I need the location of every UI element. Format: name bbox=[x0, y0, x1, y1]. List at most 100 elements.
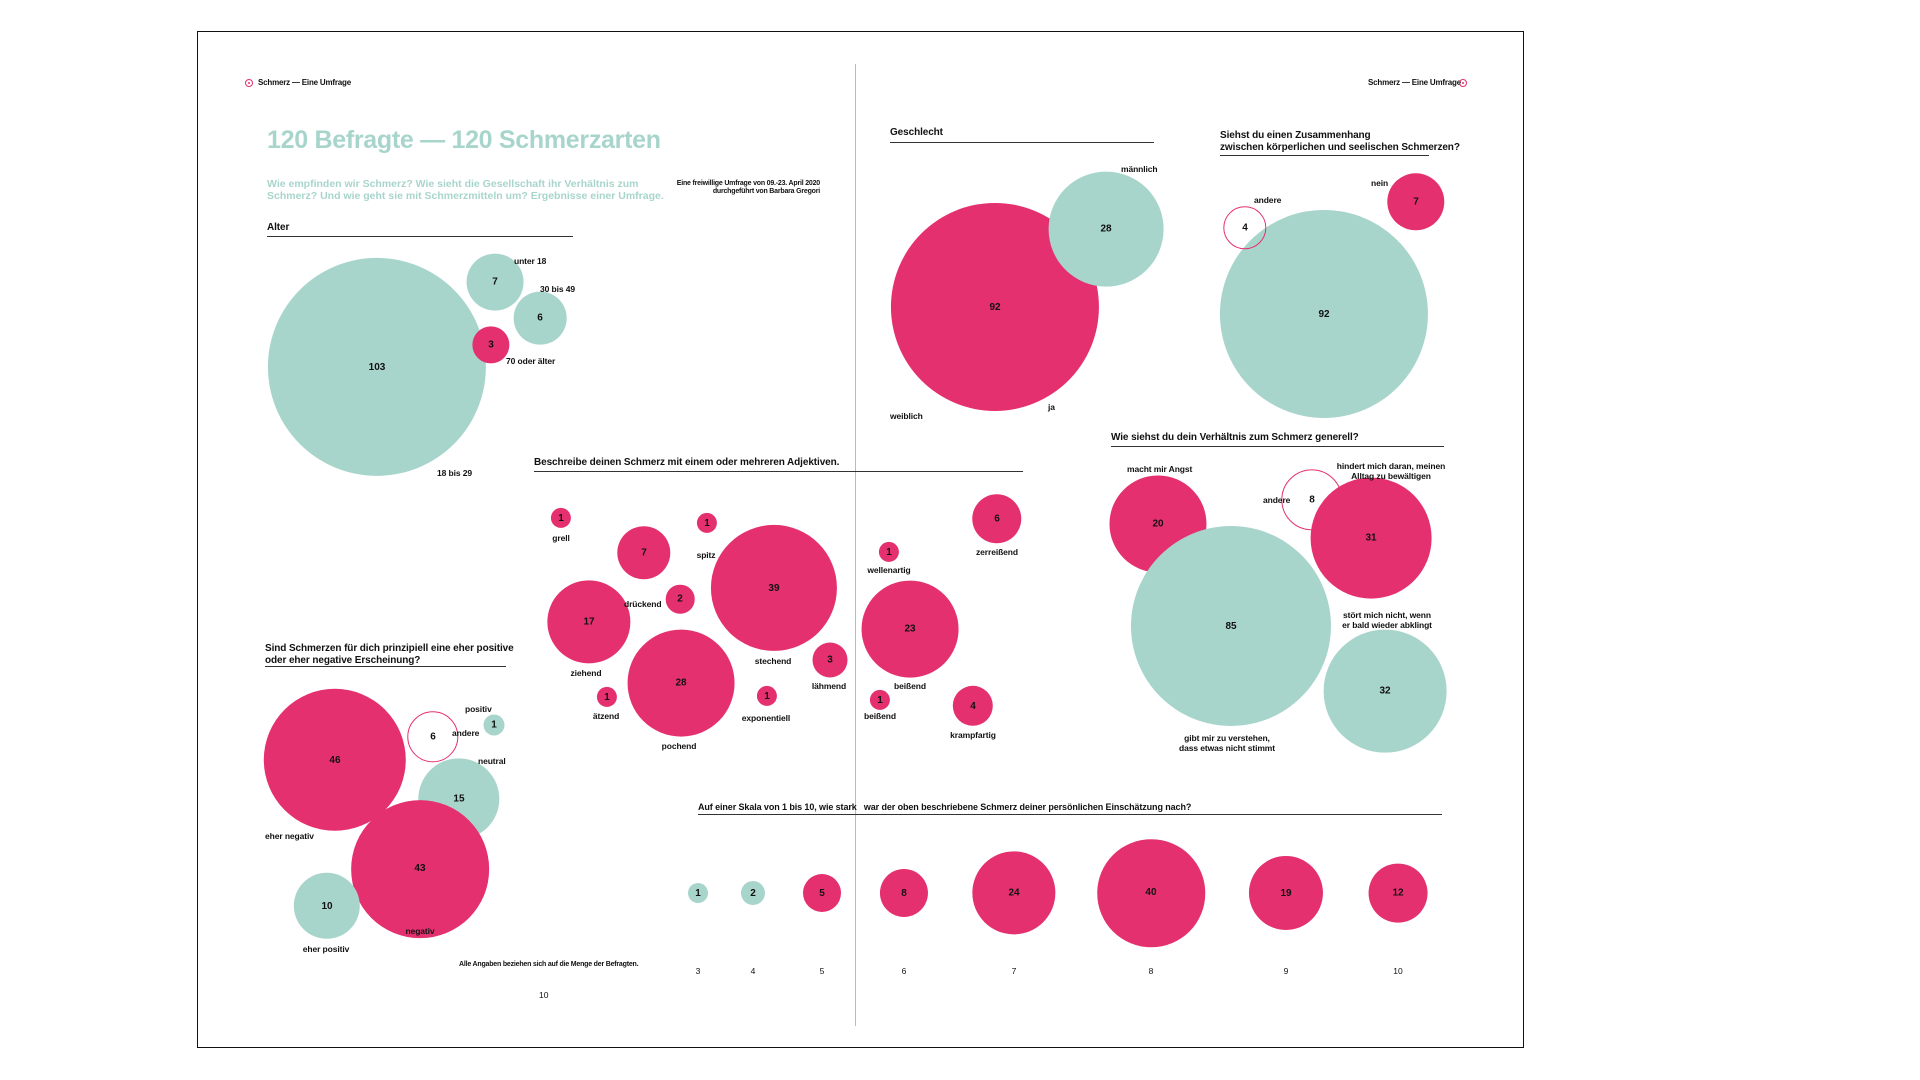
bubble-adjektive-exponentiell: 1 bbox=[756, 685, 778, 707]
bubble-label: andere bbox=[452, 728, 480, 738]
bubble-value: 17 bbox=[583, 616, 595, 628]
bubble-value: 1 bbox=[704, 517, 710, 529]
bubble-adjektive-ziehend: 17 bbox=[547, 580, 631, 664]
alter-title: Alter bbox=[267, 222, 290, 233]
bubble-adjektive-lähmend: 3 bbox=[812, 642, 848, 678]
scale-tick-label: 10 bbox=[1393, 966, 1403, 976]
bubble-value: 43 bbox=[414, 863, 426, 875]
bubble-positiv-negativ-negativ: 43 bbox=[351, 800, 489, 938]
bubble-label: ziehend bbox=[570, 668, 602, 678]
lead-text: Wie empfinden wir Schmerz? Wie sieht die… bbox=[267, 178, 664, 202]
running-title-left: Schmerz — Eine Umfrage bbox=[258, 78, 351, 87]
bubble-label: pochend bbox=[661, 741, 697, 751]
bubble-value: 28 bbox=[675, 677, 687, 689]
bubble-skala-3: 1 bbox=[688, 883, 708, 903]
bubble-alter-70: 3 bbox=[472, 326, 510, 364]
bubble-label-line1: hindert mich daran, meinen bbox=[1336, 461, 1446, 471]
bubble-adjektive-drückend: 7 bbox=[617, 526, 671, 580]
survey-note-line2: durchgeführt von Barbara Gregori bbox=[712, 188, 820, 195]
bubble-label: zerreißend bbox=[976, 547, 1018, 557]
bubble-label: andere bbox=[1263, 495, 1291, 505]
bubble-label: stört mich nicht, wenn er bald wieder ab… bbox=[1342, 610, 1432, 630]
bubble-value: 31 bbox=[1365, 532, 1377, 544]
bubble-adjektive-ätzend: 1 bbox=[596, 686, 618, 708]
bubble-skala-5: 5 bbox=[803, 874, 841, 912]
bubble-label: stechend bbox=[754, 656, 792, 666]
bubble-verhaeltnis-stört: 32 bbox=[1323, 629, 1447, 753]
bubble-value: 1 bbox=[886, 546, 892, 558]
bubble-value: 3 bbox=[488, 339, 494, 351]
bubble-zusammenhang-andere: 4 bbox=[1223, 206, 1267, 250]
scale-tick-label: 3 bbox=[695, 966, 701, 976]
bubble-label: lähmend bbox=[811, 681, 847, 691]
bubble-value: 20 bbox=[1152, 518, 1164, 530]
bubble-value: 4 bbox=[970, 700, 976, 712]
bubble-value: 39 bbox=[768, 582, 780, 594]
bubble-value: 1 bbox=[695, 887, 701, 899]
bubble-label: eher negativ bbox=[265, 831, 314, 841]
bubble-value: 6 bbox=[430, 731, 436, 743]
bubble-value: 1 bbox=[877, 694, 883, 706]
bubble-label: exponentiell bbox=[741, 713, 791, 723]
positiv-negativ-title: Sind Schmerzen für dich prinzipiell eine… bbox=[265, 643, 514, 667]
bubble-value: 1 bbox=[764, 690, 770, 702]
zusammenhang-rule bbox=[1220, 155, 1429, 156]
bubble-label: andere bbox=[1254, 195, 1282, 205]
positiv-negativ-title-line1: Sind Schmerzen für dich prinzipiell eine… bbox=[265, 643, 514, 654]
scale-tick-label: 5 bbox=[819, 966, 825, 976]
bubble-label: positiv bbox=[465, 704, 492, 714]
bubble-label: männlich bbox=[1121, 164, 1158, 174]
positiv-negativ-rule bbox=[265, 666, 506, 667]
bubble-label: 30 bis 49 bbox=[540, 284, 576, 294]
bubble-zusammenhang-nein: 7 bbox=[1387, 173, 1445, 231]
adjektive-rule bbox=[534, 471, 1023, 472]
bubble-label: gibt mir zu verstehen, dass etwas nicht … bbox=[1179, 733, 1275, 753]
bubble-positiv-negativ-eher: 46 bbox=[263, 688, 407, 832]
bubble-value: 1 bbox=[604, 691, 610, 703]
scale-tick-label: 8 bbox=[1148, 966, 1154, 976]
bubble-label: eher positiv bbox=[302, 944, 350, 954]
bubble-value: 24 bbox=[1008, 887, 1020, 899]
bubble-label-line2: Alltag zu bewältigen bbox=[1351, 471, 1431, 481]
bubble-positiv-negativ-andere: 6 bbox=[407, 711, 459, 763]
bubble-skala-4: 2 bbox=[740, 880, 766, 906]
bubble-label-line1: gibt mir zu verstehen, bbox=[1184, 733, 1270, 743]
spread-frame bbox=[197, 31, 1524, 1048]
bubble-value: 46 bbox=[329, 754, 341, 766]
bubble-value: 4 bbox=[1242, 222, 1248, 234]
bubble-adjektive-grell: 1 bbox=[550, 507, 572, 529]
skala-title: Auf einer Skala von 1 bis 10, wie stark … bbox=[698, 802, 1192, 812]
bubble-value: 6 bbox=[537, 312, 543, 324]
zusammenhang-title-line2: zwischen körperlichen und seelischen Sch… bbox=[1220, 142, 1460, 153]
scale-tick-label: 7 bbox=[1011, 966, 1017, 976]
bubble-label-line1: stört mich nicht, wenn bbox=[1342, 610, 1431, 620]
page-title: 120 Befragte — 120 Schmerzarten bbox=[267, 126, 661, 154]
bubble-label: 18 bis 29 bbox=[437, 468, 473, 478]
bubble-value: 6 bbox=[994, 513, 1000, 525]
page-gutter bbox=[855, 64, 856, 1026]
bubble-skala-8: 40 bbox=[1097, 839, 1205, 947]
bubble-value: 2 bbox=[750, 887, 756, 899]
adjektive-title: Beschreibe deinen Schmerz mit einem oder… bbox=[534, 457, 840, 468]
bubble-value: 103 bbox=[368, 361, 386, 373]
scale-tick-label: 9 bbox=[1283, 966, 1289, 976]
bubble-adjektive-stechend: 39 bbox=[710, 524, 838, 652]
bubble-value: 12 bbox=[1392, 887, 1404, 899]
bubble-value: 10 bbox=[321, 900, 333, 912]
bubble-adjektive-spitz: 1 bbox=[696, 512, 718, 534]
bubble-value: 7 bbox=[492, 276, 498, 288]
footnote: Alle Angaben beziehen sich auf die Menge… bbox=[459, 961, 639, 968]
page-number: 10 bbox=[539, 990, 549, 1000]
skala-rule bbox=[698, 814, 1442, 815]
bubble-adjektive-beißend: 23 bbox=[861, 580, 959, 678]
bubble-value: 8 bbox=[1309, 494, 1315, 506]
bubble-adjektive-wellenartig: 1 bbox=[878, 541, 900, 563]
bubble-label: ätzend bbox=[592, 711, 620, 721]
bubble-geschlecht-männlich: 28 bbox=[1048, 171, 1164, 287]
bubble-label: beißend bbox=[864, 711, 896, 721]
bubble-skala-6: 8 bbox=[879, 868, 929, 918]
bubble-value: 1 bbox=[558, 512, 564, 524]
geschlecht-title: Geschlecht bbox=[890, 127, 943, 138]
bubble-label-line2: er bald wieder abklingt bbox=[1342, 620, 1432, 630]
bubble-verhaeltnis-gibt: 85 bbox=[1130, 525, 1332, 727]
